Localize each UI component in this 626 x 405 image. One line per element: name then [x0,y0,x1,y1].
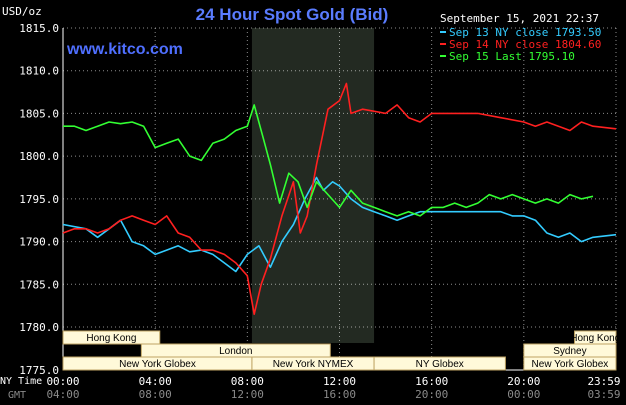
y-tick-label: 1795.0 [19,193,59,206]
session-label: New York NYMEX [273,359,354,370]
session-box [62,330,161,345]
y-unit-label: USD/oz [2,5,42,18]
session-boxes: Hong Kong Hong Kong London Sydney New York G… [62,330,620,371]
chart-title: 24 Hour Spot Gold (Bid) [196,5,389,24]
y-tick-label: 1775.0 [19,364,59,377]
y-tick-label: 1780.0 [19,321,59,334]
timestamp: September 15, 2021 22:37 [440,12,599,25]
y-tick-label: 1800.0 [19,150,59,163]
x-tick-ny: 04:00 [139,375,172,388]
session-box [373,356,506,371]
legend-item-1: Sep 13 NY close 1793.50 [449,26,601,39]
x-tick-gmt: 03:59 [587,388,620,401]
x-tick-ny: 23:59 [587,375,620,388]
x-tick-gmt: 20:00 [415,388,448,401]
x-tick-ny: 08:00 [231,375,264,388]
y-axis: 1815.0 1810.0 1805.0 1800.0 1795.0 1790.0 1785… [19,22,59,377]
x-tick-gmt: 16:00 [323,388,356,401]
x-tick-gmt: 12:00 [231,388,264,401]
y-tick-label: 1790.0 [19,236,59,249]
x-tick-ny: 20:00 [507,375,540,388]
y-tick-label: 1805.0 [19,107,59,120]
x-tick-ny: 16:00 [415,375,448,388]
x-tick-ny: 12:00 [323,375,356,388]
session-label: Hong Kong [570,333,620,344]
x-tick-gmt: 08:00 [139,388,172,401]
price-series [62,82,617,315]
y-tick-label: 1815.0 [19,22,59,35]
x-tick-gmt: 00:00 [507,388,540,401]
series-line-2 [62,82,617,315]
x-row-label-gmt: GMT [8,390,26,401]
series-line-3 [63,104,594,217]
x-row-label-ny: NY Time [0,376,42,387]
legend-item-3: Sep 15 Last 1795.10 [449,50,575,63]
site-label: www.kitco.com [66,41,183,58]
grid-lines [62,27,617,371]
legend-item-2: Sep 14 NY close 1804.60 [449,38,601,51]
session-label: NY Globex [416,359,464,370]
session-label: London [219,346,252,357]
session-label: Sydney [553,346,586,357]
session-box [523,356,617,371]
session-label: New York Globex [119,359,196,370]
y-tick-label: 1785.0 [19,278,59,291]
x-tick-ny: 00:00 [46,375,79,388]
x-tick-gmt: 04:00 [46,388,79,401]
session-label: New York Globex [532,359,609,370]
y-tick-label: 1810.0 [19,65,59,78]
session-label: Hong Kong [86,333,136,344]
